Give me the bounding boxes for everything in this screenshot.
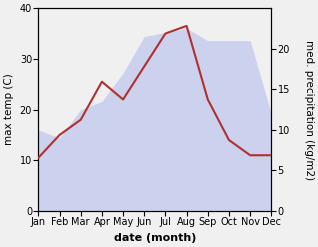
X-axis label: date (month): date (month) [114, 233, 196, 243]
Y-axis label: max temp (C): max temp (C) [4, 74, 14, 145]
Y-axis label: med. precipitation (kg/m2): med. precipitation (kg/m2) [304, 40, 314, 180]
